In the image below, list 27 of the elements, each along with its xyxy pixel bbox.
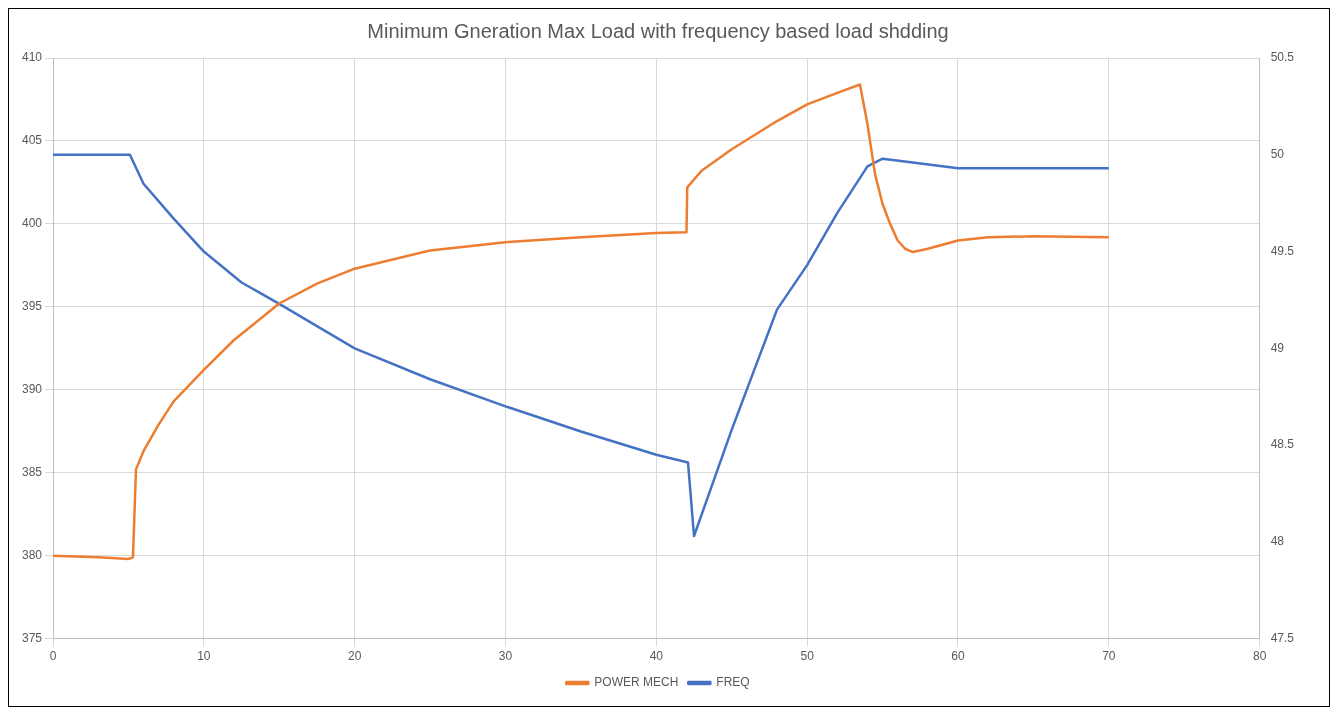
- x-tick-label: 20: [348, 649, 362, 664]
- y-tick-label: 380: [21, 547, 43, 562]
- y2-tick-label: 50: [1270, 147, 1285, 162]
- x-tick-label: 40: [649, 649, 664, 664]
- y2-tick-label: 49.5: [1270, 243, 1295, 258]
- y2-tick-label: 48.5: [1270, 437, 1295, 452]
- y-tick-label: 385: [21, 465, 43, 480]
- x-tick-label: 80: [1252, 649, 1267, 664]
- legend-label: FREQ: [716, 675, 750, 690]
- y2-tick-label: 50.5: [1270, 50, 1295, 65]
- x-tick-label: 10: [197, 649, 211, 664]
- y-tick-label: 375: [21, 630, 43, 645]
- legend-label: POWER MECH: [594, 675, 679, 690]
- x-tick-label: 60: [951, 649, 965, 664]
- x-tick-label: 70: [1102, 649, 1116, 664]
- y2-tick-label: 48: [1270, 534, 1285, 549]
- y-tick-label: 390: [21, 382, 43, 397]
- y2-tick-label: 47.5: [1270, 630, 1295, 645]
- x-tick-label: 30: [498, 649, 513, 664]
- y-tick-label: 410: [21, 50, 43, 65]
- y-tick-label: 400: [21, 216, 43, 231]
- y2-tick-label: 49: [1270, 340, 1285, 355]
- x-tick-label: 0: [49, 649, 57, 664]
- y-tick-label: 405: [21, 133, 43, 148]
- chart-title: Minimum Gneration Max Load with frequency based load shdding: [367, 19, 949, 42]
- x-tick-label: 50: [800, 649, 815, 664]
- y-tick-label: 395: [21, 299, 43, 314]
